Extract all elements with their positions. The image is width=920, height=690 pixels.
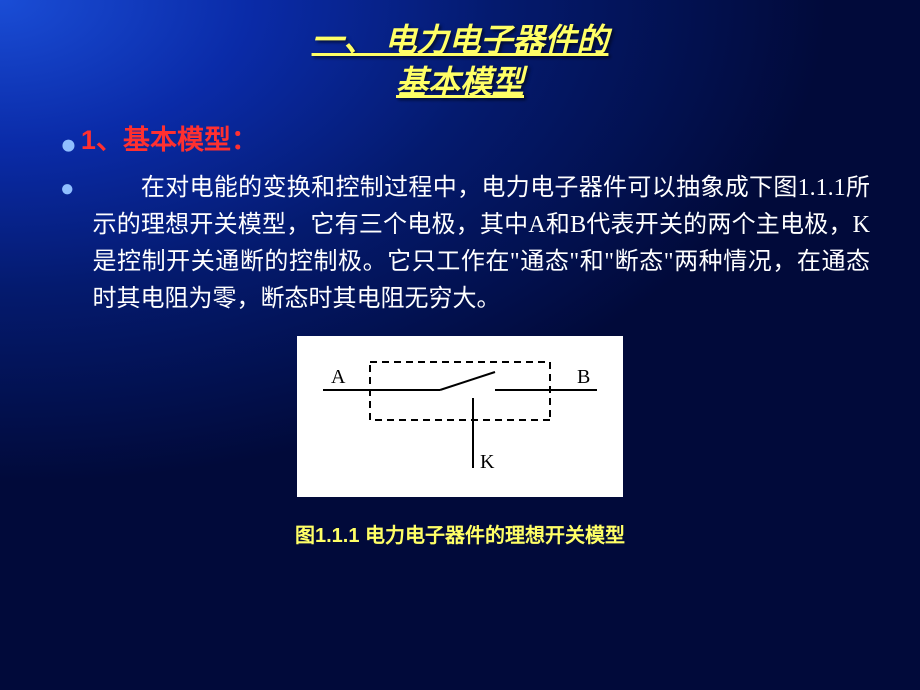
title-line-2: 基本模型 bbox=[40, 62, 880, 104]
svg-text:K: K bbox=[480, 451, 495, 473]
body-paragraph: 在对电能的变换和控制过程中，电力电子器件可以抽象成下图1.1.1所示的理想开关模… bbox=[93, 170, 871, 319]
slide: 一、 电力电子器件的 基本模型 ● 1、基本模型： ● 在对电能的变换和控制过程… bbox=[0, 0, 920, 690]
section-heading-row: ● 1、基本模型： bbox=[60, 118, 870, 161]
body-text: 在对电能的变换和控制过程中，电力电子器件可以抽象成下图1.1.1所示的理想开关模… bbox=[93, 175, 871, 313]
body-row: ● 在对电能的变换和控制过程中，电力电子器件可以抽象成下图1.1.1所示的理想开… bbox=[60, 170, 870, 319]
svg-text:B: B bbox=[577, 366, 590, 388]
slide-title: 一、 电力电子器件的 基本模型 bbox=[40, 20, 880, 103]
title-line-1: 一、 电力电子器件的 bbox=[40, 20, 880, 62]
section-heading: 1、基本模型： bbox=[81, 125, 258, 155]
figure: A B K 图1.1.1 电力电子器件的理想开关模型 bbox=[50, 336, 870, 548]
content-area: ● 1、基本模型： ● 在对电能的变换和控制过程中，电力电子器件可以抽象成下图1… bbox=[40, 118, 880, 548]
figure-caption: 图1.1.1 电力电子器件的理想开关模型 bbox=[50, 519, 870, 548]
figure-image: A B K bbox=[297, 336, 623, 497]
switch-diagram: A B K bbox=[315, 350, 605, 480]
svg-text:A: A bbox=[331, 366, 346, 388]
bullet-icon: ● bbox=[60, 130, 77, 161]
bullet-icon: ● bbox=[60, 176, 75, 319]
